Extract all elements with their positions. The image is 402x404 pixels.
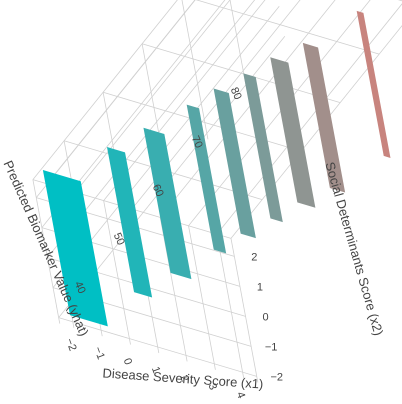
- wall-grid-x: [103, 0, 266, 201]
- surface-step: [213, 88, 256, 239]
- y-tick-label: 1: [257, 281, 263, 293]
- x-tick-label: 1: [149, 365, 162, 375]
- surface-step: [42, 170, 108, 327]
- x-tick-label: 4: [234, 390, 247, 400]
- x-tick-label: −1: [91, 345, 107, 361]
- surface-step: [106, 146, 153, 298]
- x-tick-label: 2: [177, 373, 190, 383]
- y-axis-title: Social Determinants Score (x2): [322, 160, 386, 337]
- wall-grid-x: [188, 0, 371, 227]
- wall-grid-y: [35, 0, 196, 198]
- x-axis-title: Disease Severity Score (x1): [102, 365, 264, 391]
- y-tick-label: −1: [265, 341, 278, 353]
- z-tick-label: 60: [150, 183, 166, 199]
- wall-grid-x: [131, 0, 301, 210]
- back-grid-z: [141, 43, 341, 103]
- back-grid-z: [397, 0, 402, 2]
- wall-grid-x: [216, 3, 402, 235]
- z-tick-label: 40: [72, 280, 88, 296]
- floor-grid-x: [216, 234, 245, 379]
- y-tick-label: 0: [262, 311, 268, 323]
- surface-step: [356, 10, 391, 158]
- wall-grid-x: [159, 0, 336, 218]
- tick-labels: −2 −1 0 1 2 3 4 −2 −1 0 1 2 40 50 60 70 80: [63, 86, 283, 401]
- surface-step: [143, 127, 192, 280]
- back-grid-z: [102, 91, 302, 152]
- wall-grid-z: [181, 0, 209, 140]
- x-tick-label: −2: [63, 337, 79, 353]
- z-tick-label: 50: [111, 231, 127, 247]
- z-tick-label: 80: [228, 86, 244, 102]
- y-tick-label: 2: [251, 251, 257, 263]
- floor-grid-y: [58, 317, 257, 377]
- floor-grid-x: [188, 225, 216, 370]
- surface-step: [243, 73, 283, 223]
- back-grid-z: [195, 0, 380, 55]
- wall-edge: [32, 0, 178, 180]
- surface-step: [270, 57, 316, 208]
- surface-step: [302, 42, 346, 193]
- wall-grid-z: [229, 0, 248, 91]
- wall-edge: [230, 238, 259, 383]
- floor-grid-x: [103, 200, 131, 345]
- z-tick-label: 70: [189, 134, 205, 150]
- x-tick-label: 0: [121, 357, 134, 367]
- wall-grid-y: [41, 0, 226, 228]
- y-tick-label: −2: [270, 371, 283, 383]
- wall-edge: [32, 179, 61, 324]
- surface-step: [186, 104, 227, 254]
- surface-steps: [42, 10, 391, 327]
- x-tick-label: 3: [206, 382, 219, 392]
